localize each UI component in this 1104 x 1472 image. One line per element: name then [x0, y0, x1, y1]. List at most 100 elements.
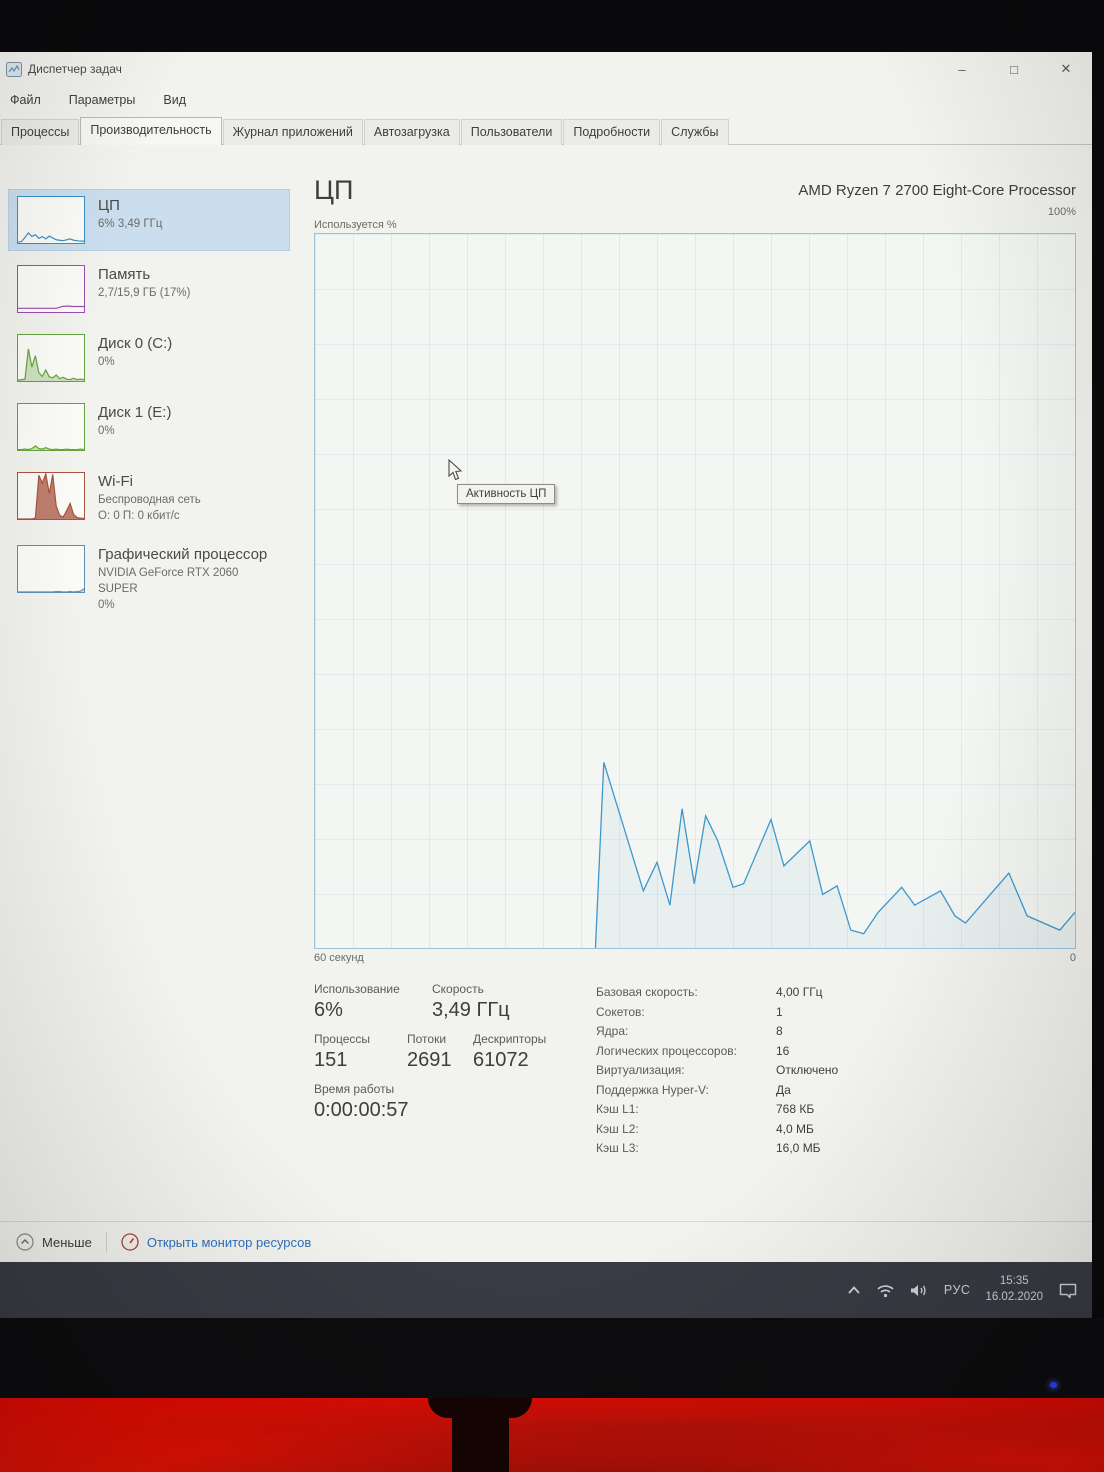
logical-processors-value: 16 [776, 1043, 790, 1058]
system-tray: РУС 15:35 16.02.2020 [847, 1262, 1078, 1318]
show-hidden-icons-chevron[interactable] [847, 1285, 861, 1295]
sidebar-item-disk0[interactable]: Диск 0 (C:) 0% [8, 327, 290, 389]
l2-cache-value: 4,0 МБ [776, 1121, 814, 1136]
resource-monitor-icon [121, 1233, 139, 1251]
virtualization-label: Виртуализация: [596, 1063, 685, 1077]
speed-label: Скорость [432, 982, 484, 996]
cores-label: Ядра: [596, 1024, 629, 1038]
cpu-stats: Использование 6% Скорость 3,49 ГГц [314, 982, 1076, 1159]
tab-details[interactable]: Подробности [563, 119, 661, 145]
sidebar-memory-stats: 2,7/15,9 ГБ (17%) [98, 287, 191, 299]
footer-bar: Меньше Открыть монитор ресурсов [0, 1221, 1092, 1262]
tab-processes[interactable]: Процессы [1, 119, 80, 145]
performance-sidebar: ЦП 6% 3,49 ГГц Память 2,7/15,9 ГБ (17%) [0, 145, 302, 1222]
sidebar-item-disk1[interactable]: Диск 1 (E:) 0% [8, 396, 290, 458]
cores-value: 8 [776, 1024, 783, 1038]
monitor-bezel-bottom [0, 1318, 1104, 1398]
l3-cache-value: 16,0 МБ [776, 1141, 821, 1155]
monitor-stand [452, 1398, 509, 1472]
sidebar-wifi-throughput: О: 0 П: 0 кбит/с [98, 510, 180, 523]
uptime-label: Время работы [314, 1082, 395, 1096]
uptime-value: 0:00:00:57 [314, 1099, 409, 1121]
memory-mini-chart [17, 265, 85, 313]
wifi-mini-chart [17, 472, 85, 520]
threads-value: 2691 [407, 1049, 452, 1071]
sidebar-disk0-stats: 0% [98, 356, 115, 368]
disk1-mini-chart [17, 403, 85, 451]
open-resource-monitor-label: Открыть монитор ресурсов [146, 1234, 312, 1250]
cpu-detail-pane: ЦП AMD Ryzen 7 2700 Eight-Core Processor… [302, 145, 1092, 1222]
page-title: ЦП [314, 175, 354, 205]
tab-users[interactable]: Пользователи [460, 119, 563, 145]
clock-time: 15:35 [999, 1275, 1029, 1288]
chart-tooltip: Активность ЦП [457, 484, 556, 504]
taskbar-clock[interactable]: 15:35 16.02.2020 [985, 1274, 1043, 1305]
fewer-details-label: Меньше [42, 1234, 92, 1250]
speed-value: 3,49 ГГц [432, 999, 510, 1021]
footer-separator [105, 1232, 107, 1252]
base-speed-value: 4,00 ГГц [776, 985, 823, 999]
red-lit-desk [0, 1398, 1104, 1472]
tab-services[interactable]: Службы [661, 119, 729, 145]
sidebar-wifi-network: Беспроводная сеть [98, 494, 201, 506]
window-controls: – □ ✕ [936, 52, 1092, 86]
menu-file[interactable]: Файл [10, 93, 41, 107]
monitor-power-led [1050, 1382, 1057, 1388]
processes-value: 151 [314, 1049, 348, 1071]
cpu-usage-line [315, 234, 1075, 948]
handles-value: 61072 [473, 1049, 529, 1071]
sockets-label: Сокетов: [596, 1004, 645, 1019]
sidebar-wifi-title: Wi-Fi [98, 473, 133, 490]
cpu-mini-chart [17, 196, 85, 244]
desktop-screen: Диспетчер задач – □ ✕ Файл Параметры Вид… [0, 52, 1092, 1318]
cpu-header: ЦП AMD Ryzen 7 2700 Eight-Core Processor [314, 175, 1076, 206]
y-axis-label: Используется % [314, 219, 397, 231]
mouse-cursor-icon [448, 459, 463, 481]
cpu-stats-left: Использование 6% Скорость 3,49 ГГц [314, 982, 584, 1159]
sidebar-item-cpu[interactable]: ЦП 6% 3,49 ГГц [8, 189, 290, 251]
gpu-mini-chart [17, 545, 85, 594]
fewer-details-button[interactable]: Меньше [16, 1233, 92, 1251]
wifi-icon[interactable] [876, 1283, 895, 1298]
tab-startup[interactable]: Автозагрузка [363, 119, 460, 145]
tab-app-history[interactable]: Журнал приложений [222, 119, 363, 145]
sidebar-item-memory[interactable]: Память 2,7/15,9 ГБ (17%) [8, 258, 290, 320]
threads-label: Потоки [407, 1032, 447, 1046]
sidebar-cpu-stats: 6% 3,49 ГГц [98, 218, 163, 230]
volume-icon[interactable] [910, 1283, 929, 1298]
language-indicator[interactable]: РУС [943, 1283, 971, 1297]
base-speed-label: Базовая скорость: [596, 985, 698, 999]
sockets-value: 1 [776, 1004, 783, 1019]
handles-label: Дескрипторы [473, 1032, 547, 1046]
cpu-stats-right: Базовая скорость: 4,00 ГГц Сокетов: 1 Ядра… [596, 983, 838, 1159]
close-button[interactable]: ✕ [1060, 61, 1072, 76]
cpu-usage-chart [314, 233, 1076, 949]
tab-performance[interactable]: Производительность [80, 117, 222, 145]
y-axis-max-label: 100% [1047, 206, 1076, 218]
sidebar-gpu-name: NVIDIA GeForce RTX 2060 SUPER [98, 567, 239, 596]
task-manager-app-icon [6, 61, 22, 77]
open-resource-monitor-link[interactable]: Открыть монитор ресурсов [121, 1233, 311, 1251]
sidebar-item-wifi[interactable]: Wi-Fi Беспроводная сеть О: 0 П: 0 кбит/с [8, 465, 290, 531]
menu-view[interactable]: Вид [163, 93, 186, 107]
x-axis-left-label: 60 секунд [314, 952, 364, 964]
maximize-button[interactable]: □ [1010, 61, 1018, 77]
sidebar-item-gpu[interactable]: Графический процессор NVIDIA GeForce RTX… [8, 538, 290, 620]
x-axis-right-label: 0 [1069, 952, 1076, 964]
sidebar-disk1-title: Диск 1 (E:) [98, 404, 172, 421]
processes-label: Процессы [314, 1032, 371, 1046]
hyperv-label: Поддержка Hyper-V: [596, 1082, 709, 1097]
sidebar-disk0-title: Диск 0 (C:) [98, 335, 173, 352]
virtualization-value: Отключено [776, 1063, 839, 1077]
x-axis-labels: 60 секунд 0 [314, 952, 1076, 964]
taskbar: РУС 15:35 16.02.2020 [0, 1262, 1092, 1318]
sidebar-memory-title: Память [98, 266, 151, 283]
l1-cache-label: Кэш L1: [596, 1102, 639, 1116]
menu-options[interactable]: Параметры [68, 93, 136, 107]
usage-label: Использование [314, 982, 400, 996]
minimize-button[interactable]: – [958, 61, 966, 77]
notification-center-icon[interactable] [1058, 1282, 1078, 1299]
logical-processors-label: Логических процессоров: [596, 1043, 737, 1058]
l2-cache-label: Кэш L2: [596, 1121, 639, 1136]
